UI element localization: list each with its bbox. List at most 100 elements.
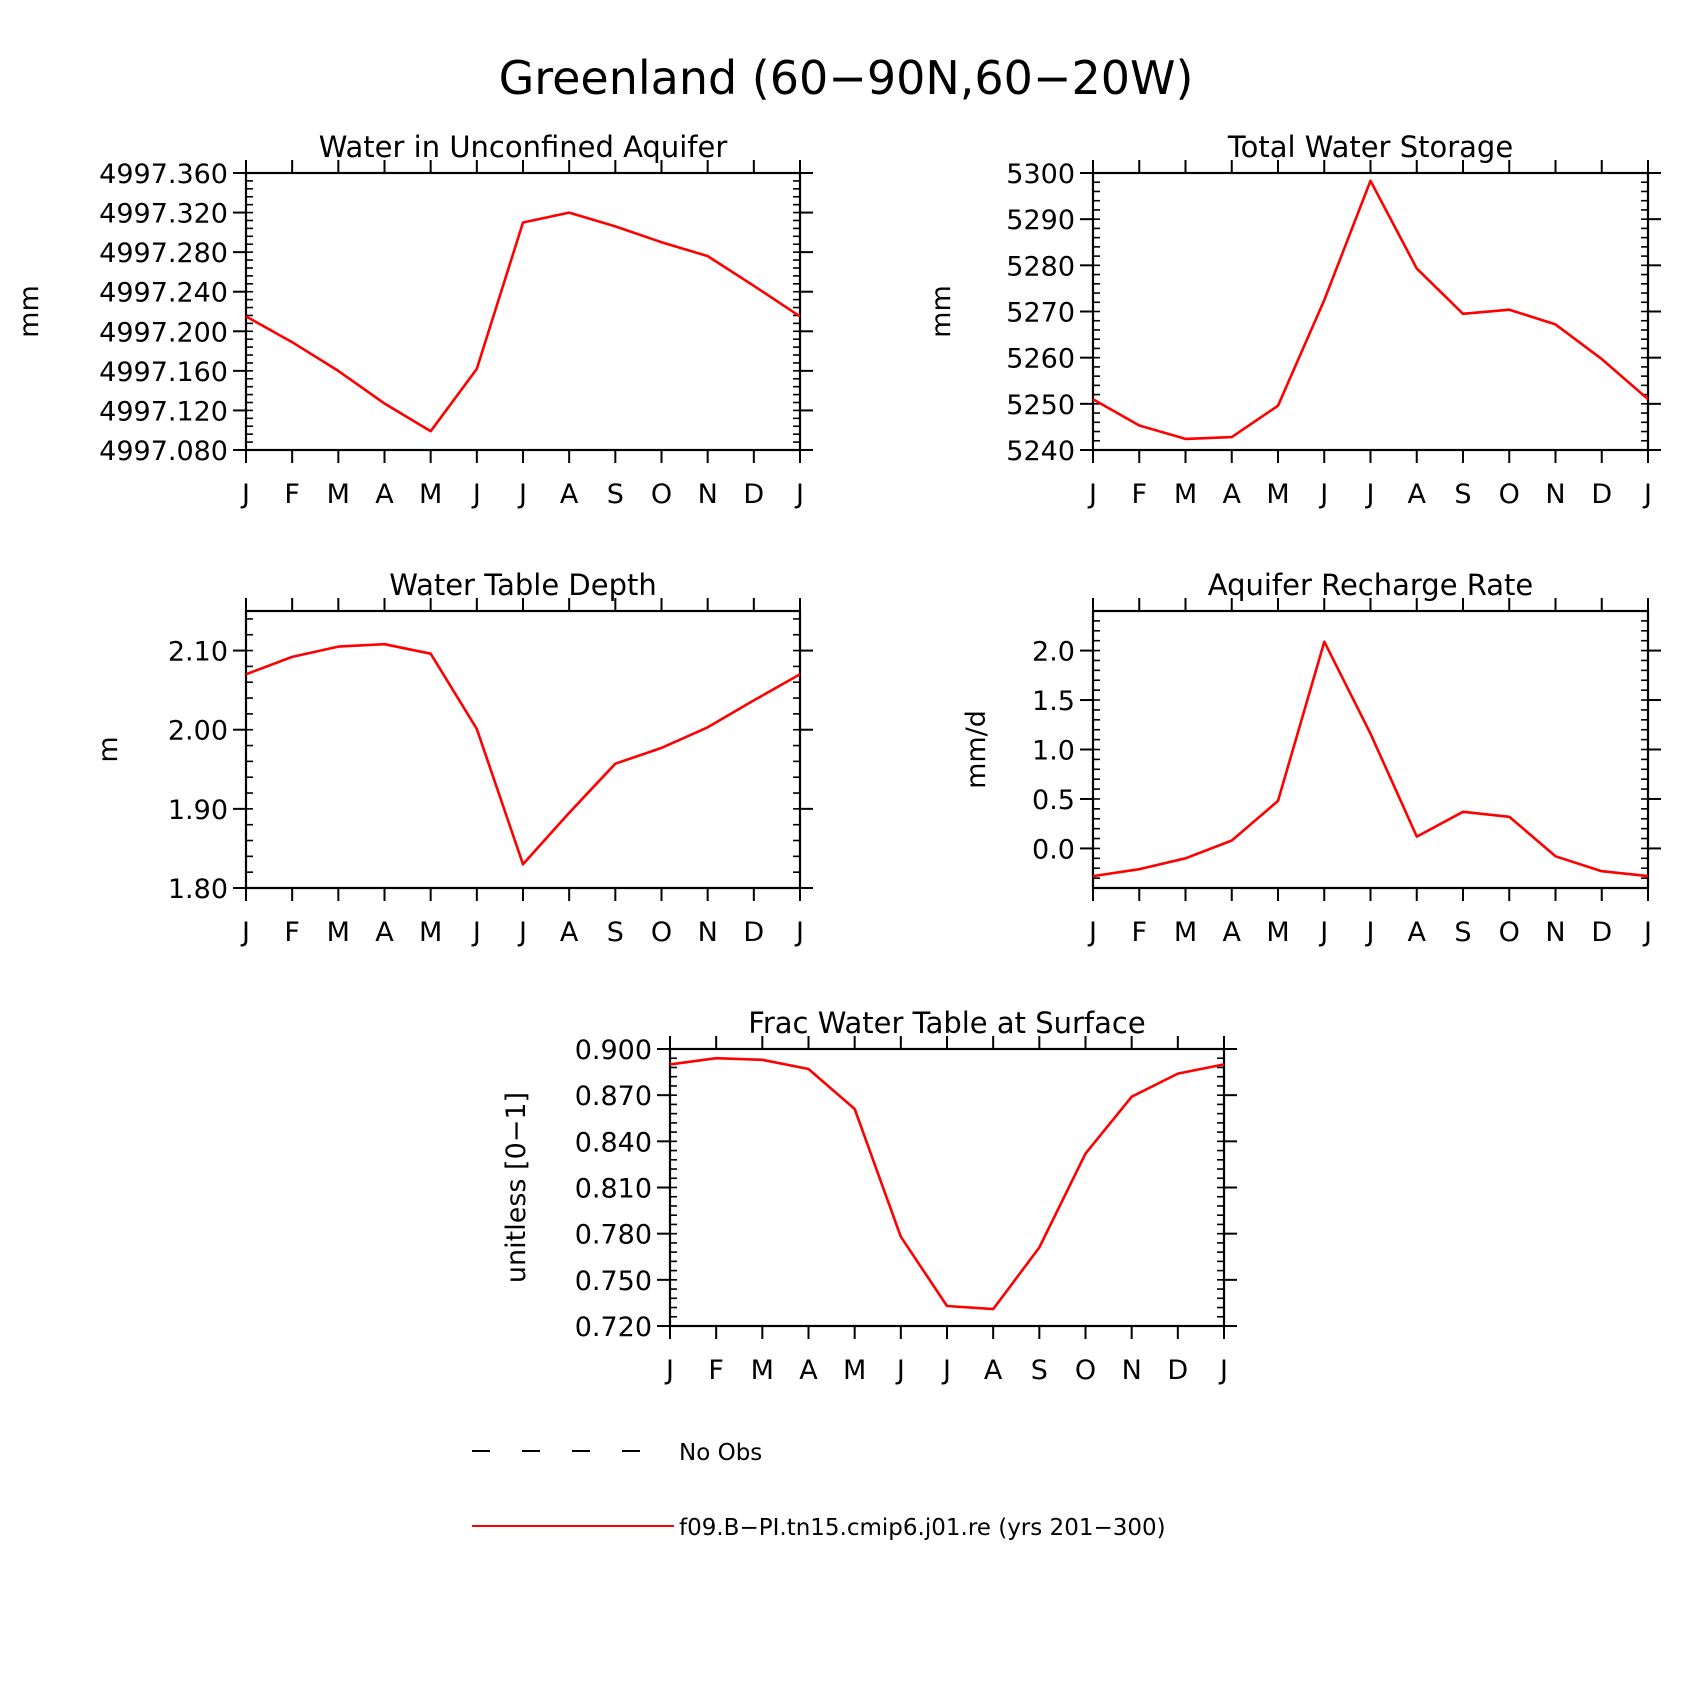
water-table-depth-series-line [245,642,801,866]
frac-water-table-at-surface-y-tick-label: 0.840 [575,1127,652,1158]
water-in-unconfined-aquifer-x-tick-label: F [284,479,300,510]
water-in-unconfined-aquifer-y-tick-label: 4997.240 [99,278,228,309]
legend-no-obs-label: No Obs [679,1440,762,1466]
aquifer-recharge-rate-x-tick-label: F [1131,917,1147,948]
frac-water-table-at-surface-x-tick-label: S [1031,1355,1048,1386]
water-in-unconfined-aquifer-plot-frame [244,171,802,452]
water-table-depth-x-tick-label: A [375,917,394,948]
frac-water-table-at-surface-y-tick-label: 0.780 [575,1220,652,1251]
water-in-unconfined-aquifer-x-tick-label: A [560,479,579,510]
aquifer-recharge-rate-x-tick-label: J [1365,917,1375,948]
legend-model-run-label: f09.B−PI.tn15.cmip6.j01.re (yrs 201−300) [679,1515,1166,1541]
frac-water-table-at-surface-x-tick-label: J [664,1355,674,1386]
aquifer-recharge-rate-x-tick-label: J [1642,917,1652,948]
frac-water-table-at-surface-x-tick-label: J [941,1355,951,1386]
water-in-unconfined-aquifer-x-tick-label: S [607,479,624,510]
frac-water-table-at-surface-x-tick-label: A [984,1355,1003,1386]
total-water-storage-y-tick-label: 5250 [1006,390,1075,421]
figure-title: Greenland (60−90N,60−20W) [499,51,1194,105]
water-table-depth-x-tick-label: D [743,917,764,948]
water-table-depth-y-tick-label: 1.90 [168,795,228,826]
frac-water-table-at-surface-y-tick-label: 0.750 [575,1266,652,1297]
frac-water-table-at-surface-x-tick-label: F [708,1355,724,1386]
total-water-storage-x-tick-label: M [1266,479,1289,510]
water-table-depth-x-tick-label: M [327,917,350,948]
aquifer-recharge-rate-y-axis-label: mm/d [961,710,992,789]
total-water-storage-x-tick-label: A [1223,479,1242,510]
total-water-storage-x-tick-label: J [1318,479,1328,510]
aquifer-recharge-rate-y-tick-label: 0.5 [1032,785,1075,816]
water-in-unconfined-aquifer-y-tick-label: 4997.320 [99,199,228,230]
water-table-depth-y-tick-label: 1.80 [168,874,228,905]
total-water-storage-y-tick-label: 5290 [1006,205,1075,236]
total-water-storage-x-tick-label: J [1642,479,1652,510]
total-water-storage-x-tick-label: N [1545,479,1565,510]
aquifer-recharge-rate-title: Aquifer Recharge Rate [1208,568,1534,602]
aquifer-recharge-rate-plot-frame [1091,609,1650,890]
total-water-storage-x-tick-label: J [1365,479,1375,510]
aquifer-recharge-rate-x-tick-label: A [1223,917,1242,948]
water-table-depth-x-tick-label: O [651,917,672,948]
frac-water-table-at-surface-y-tick-label: 0.720 [575,1312,652,1343]
aquifer-recharge-rate-x-tick-label: M [1266,917,1289,948]
total-water-storage-x-tick-label: S [1454,479,1471,510]
total-water-storage-x-tick-label: J [1087,479,1097,510]
water-table-depth-x-tick-label: J [240,917,250,948]
frac-water-table-at-surface-x-tick-label: M [843,1355,866,1386]
legend: No Obs f09.B−PI.tn15.cmip6.j01.re (yrs 2… [472,1440,1166,1541]
total-water-storage-y-tick-label: 5280 [1006,251,1075,282]
water-in-unconfined-aquifer-y-tick-label: 4997.080 [99,436,228,467]
frac-water-table-at-surface-y-axis-label: unitless [0−1] [501,1092,532,1283]
total-water-storage-x-tick-label: F [1131,479,1147,510]
water-in-unconfined-aquifer-title: Water in Unconfined Aquifer [319,130,728,164]
water-table-depth-x-tick-label: N [698,917,718,948]
water-table-depth-x-tick-label: J [517,917,527,948]
water-in-unconfined-aquifer-y-tick-label: 4997.200 [99,317,228,348]
aquifer-recharge-rate-x-tick-label: A [1408,917,1427,948]
frac-water-table-at-surface-x-tick-label: J [895,1355,905,1386]
aquifer-recharge-rate-x-tick-label: S [1454,917,1471,948]
water-in-unconfined-aquifer-y-tick-label: 4997.120 [99,396,228,427]
water-table-depth-x-tick-label: J [794,917,804,948]
total-water-storage-series-line [1092,179,1649,441]
water-table-depth-x-tick-label: F [284,917,300,948]
frac-water-table-at-surface-x-tick-label: D [1167,1355,1188,1386]
water-in-unconfined-aquifer-y-tick-label: 4997.280 [99,238,228,269]
total-water-storage-y-axis-label: mm [926,285,957,338]
water-in-unconfined-aquifer-y-tick-label: 4997.360 [99,159,228,190]
total-water-storage-y-tick-label: 5300 [1006,159,1075,190]
total-water-storage-y-tick-label: 5240 [1006,436,1075,467]
water-in-unconfined-aquifer-y-axis-label: mm [14,285,45,338]
water-in-unconfined-aquifer-x-tick-label: A [375,479,394,510]
total-water-storage-title: Total Water Storage [1227,130,1513,164]
aquifer-recharge-rate-x-tick-label: N [1545,917,1565,948]
frac-water-table-at-surface-y-tick-label: 0.900 [575,1035,652,1066]
frac-water-table-at-surface-plot-frame [668,1047,1226,1328]
total-water-storage-y-tick-label: 5260 [1006,344,1075,375]
frac-water-table-at-surface-y-tick-label: 0.810 [575,1174,652,1205]
frac-water-table-at-surface-series-line [669,1056,1225,1311]
total-water-storage-x-tick-label: M [1174,479,1197,510]
aquifer-recharge-rate-y-tick-label: 0.0 [1032,834,1075,865]
water-in-unconfined-aquifer-x-tick-label: J [240,479,250,510]
water-table-depth-x-tick-label: J [471,917,481,948]
water-table-depth-y-axis-label: m [93,736,124,762]
water-in-unconfined-aquifer-x-tick-label: J [517,479,527,510]
aquifer-recharge-rate-y-tick-label: 1.0 [1032,736,1075,767]
frac-water-table-at-surface-x-tick-label: N [1122,1355,1142,1386]
water-table-depth-title: Water Table Depth [389,568,657,602]
total-water-storage-x-tick-label: A [1408,479,1427,510]
frac-water-table-at-surface-x-tick-label: M [751,1355,774,1386]
water-in-unconfined-aquifer-x-tick-label: M [419,479,442,510]
frac-water-table-at-surface-y-tick-label: 0.870 [575,1081,652,1112]
total-water-storage-x-tick-label: D [1591,479,1612,510]
water-in-unconfined-aquifer-x-tick-label: M [327,479,350,510]
frac-water-table-at-surface-x-tick-label: A [799,1355,818,1386]
water-table-depth-y-tick-label: 2.00 [168,716,228,747]
